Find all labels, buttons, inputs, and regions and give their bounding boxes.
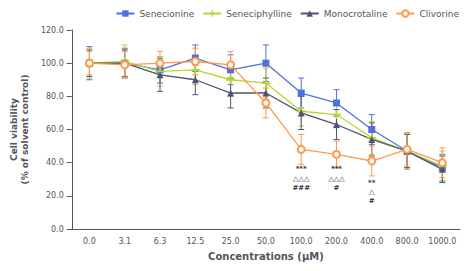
svg-text:#: # — [369, 197, 375, 205]
svg-text:***: *** — [331, 165, 342, 173]
svg-text:3.1: 3.1 — [118, 237, 131, 246]
svg-text:Senecionine: Senecionine — [139, 9, 194, 19]
svg-text:△△△: △△△ — [293, 175, 310, 183]
svg-text:20.0: 20.0 — [46, 191, 64, 200]
svg-text:Concentrations (μM): Concentrations (μM) — [208, 251, 324, 262]
svg-text:Seneciphylline: Seneciphylline — [226, 9, 292, 19]
svg-text:40.0: 40.0 — [46, 158, 64, 167]
svg-text:100.0: 100.0 — [290, 237, 313, 246]
svg-text:0.0: 0.0 — [51, 225, 64, 234]
svg-text:60.0: 60.0 — [46, 125, 64, 134]
svg-text:#: # — [334, 184, 340, 192]
svg-text:200.0: 200.0 — [325, 237, 348, 246]
svg-text:△: △ — [369, 188, 375, 196]
svg-text:80.0: 80.0 — [46, 92, 64, 101]
svg-text:Cell viability: Cell viability — [9, 98, 19, 161]
svg-text:400.0: 400.0 — [360, 237, 383, 246]
svg-text:25.0: 25.0 — [222, 237, 240, 246]
svg-text:800.0: 800.0 — [396, 237, 419, 246]
svg-text:△△△: △△△ — [328, 175, 345, 183]
svg-text:0.0: 0.0 — [83, 237, 96, 246]
svg-text:**: ** — [368, 179, 376, 187]
svg-text:120.0: 120.0 — [41, 26, 64, 35]
svg-text:(% of solvent control): (% of solvent control) — [20, 75, 30, 185]
svg-text:12.5: 12.5 — [186, 237, 204, 246]
svg-text:1000.0: 1000.0 — [428, 237, 456, 246]
svg-text:###: ### — [292, 184, 310, 192]
svg-text:6.3: 6.3 — [154, 237, 167, 246]
svg-text:Clivorine: Clivorine — [419, 9, 459, 19]
svg-text:Monocrotaline: Monocrotaline — [324, 9, 388, 19]
svg-text:***: *** — [296, 165, 307, 173]
svg-text:100.0: 100.0 — [41, 59, 64, 68]
svg-text:50.0: 50.0 — [257, 237, 275, 246]
